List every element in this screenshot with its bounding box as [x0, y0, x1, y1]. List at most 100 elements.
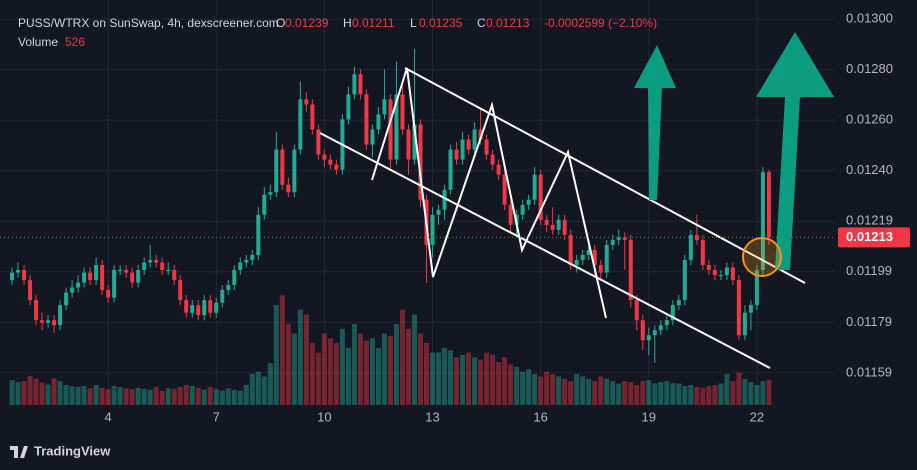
legend-value: 0.01211	[352, 16, 395, 30]
volume-bar	[297, 309, 303, 405]
candle-body	[676, 300, 681, 306]
channel-upper	[404, 67, 806, 284]
volume-bar	[646, 380, 652, 405]
candle-body	[364, 94, 369, 145]
volume-bar	[430, 352, 436, 405]
volume-bar	[201, 389, 207, 405]
volume-bar	[33, 378, 39, 405]
candle-body	[766, 172, 771, 238]
y-tick-label: 0.01199	[846, 263, 892, 278]
volume-bar	[45, 384, 51, 405]
volume-bar	[472, 357, 478, 405]
candle-body	[256, 214, 261, 255]
candle-body	[484, 139, 489, 155]
volume-bar	[147, 389, 153, 405]
volume-bar	[261, 376, 267, 405]
volume-bar	[99, 387, 105, 405]
candle-body	[262, 194, 267, 215]
candle-body	[544, 219, 549, 225]
volume-bar	[39, 382, 45, 405]
candle-body	[232, 270, 237, 286]
y-tick-label: 0.01300	[846, 11, 893, 26]
annotations	[319, 67, 806, 369]
candle-body	[106, 290, 111, 298]
volume-bar	[111, 385, 117, 405]
candle-body	[250, 254, 255, 260]
candle-body	[208, 300, 213, 313]
volume-bar	[159, 390, 165, 405]
candle-body	[538, 174, 543, 220]
volume-bar	[724, 374, 730, 405]
volume-title: Volume	[18, 35, 58, 49]
y-tick-label: 0.01240	[846, 162, 893, 177]
volume-bar	[442, 347, 448, 405]
candle-body	[574, 259, 579, 265]
volume-bar	[231, 389, 237, 405]
volume-bar	[538, 376, 544, 405]
candle-body	[706, 264, 711, 270]
candle-body	[502, 174, 507, 205]
volume-bar	[580, 376, 586, 405]
volume-bar	[766, 379, 772, 405]
candle-body	[526, 199, 531, 205]
candle-body	[328, 159, 333, 165]
legend-value: 0.01213	[486, 16, 530, 30]
candle-body	[754, 270, 759, 306]
candle-body	[520, 204, 525, 215]
candle-body	[688, 234, 693, 260]
volume-bar	[243, 384, 249, 405]
volume-bar	[291, 333, 297, 405]
candle-body	[532, 174, 537, 200]
legend-key: L	[410, 16, 417, 30]
volume-bar	[129, 389, 135, 405]
candle-body	[112, 270, 117, 298]
candle-body	[172, 270, 177, 281]
watermark: TradingView	[34, 443, 111, 458]
candle-body	[202, 300, 207, 316]
candle-body	[658, 325, 663, 331]
volume-bar	[688, 384, 694, 405]
volume-bar	[490, 354, 496, 405]
volume-bar	[153, 386, 159, 405]
candle-body	[550, 224, 555, 230]
y-tick-label: 0.01260	[846, 112, 893, 127]
volume-bar	[748, 382, 754, 405]
volume-bar	[664, 381, 670, 405]
candle-body	[448, 149, 453, 190]
volume-bar	[9, 380, 15, 405]
volume-bar	[81, 385, 87, 405]
candle-body	[310, 104, 315, 130]
volume-bar	[562, 378, 568, 405]
volume-bar	[75, 386, 81, 405]
candle-body	[94, 264, 99, 281]
logo: TradingView	[10, 443, 111, 458]
volume-bar	[622, 381, 628, 405]
volume-bar	[177, 386, 183, 405]
arrows	[634, 32, 834, 270]
volume-bar	[375, 347, 381, 405]
volume-bar	[273, 304, 279, 405]
volume-bar	[387, 335, 393, 405]
candle-body	[568, 234, 573, 265]
volume-bar	[405, 328, 411, 405]
legend-key: O	[276, 16, 285, 30]
volume-bar	[436, 352, 442, 405]
x-tick-label: 16	[533, 409, 547, 424]
candle-body	[100, 264, 105, 291]
volume-bar	[183, 384, 189, 405]
volume-bar	[249, 374, 255, 405]
candle-body	[274, 149, 279, 193]
price-layer: 0.01213	[0, 227, 910, 248]
candle-body	[124, 270, 129, 273]
x-tick-label: 10	[317, 409, 331, 424]
volume-bar	[532, 374, 538, 405]
candle-body	[580, 254, 585, 260]
channel-lower	[319, 132, 771, 369]
volume-bar	[634, 384, 640, 405]
volume-bar	[628, 382, 634, 405]
candle-body	[34, 300, 39, 321]
candle-body	[136, 270, 141, 283]
candle-body	[562, 219, 567, 235]
candle-body	[442, 189, 447, 210]
